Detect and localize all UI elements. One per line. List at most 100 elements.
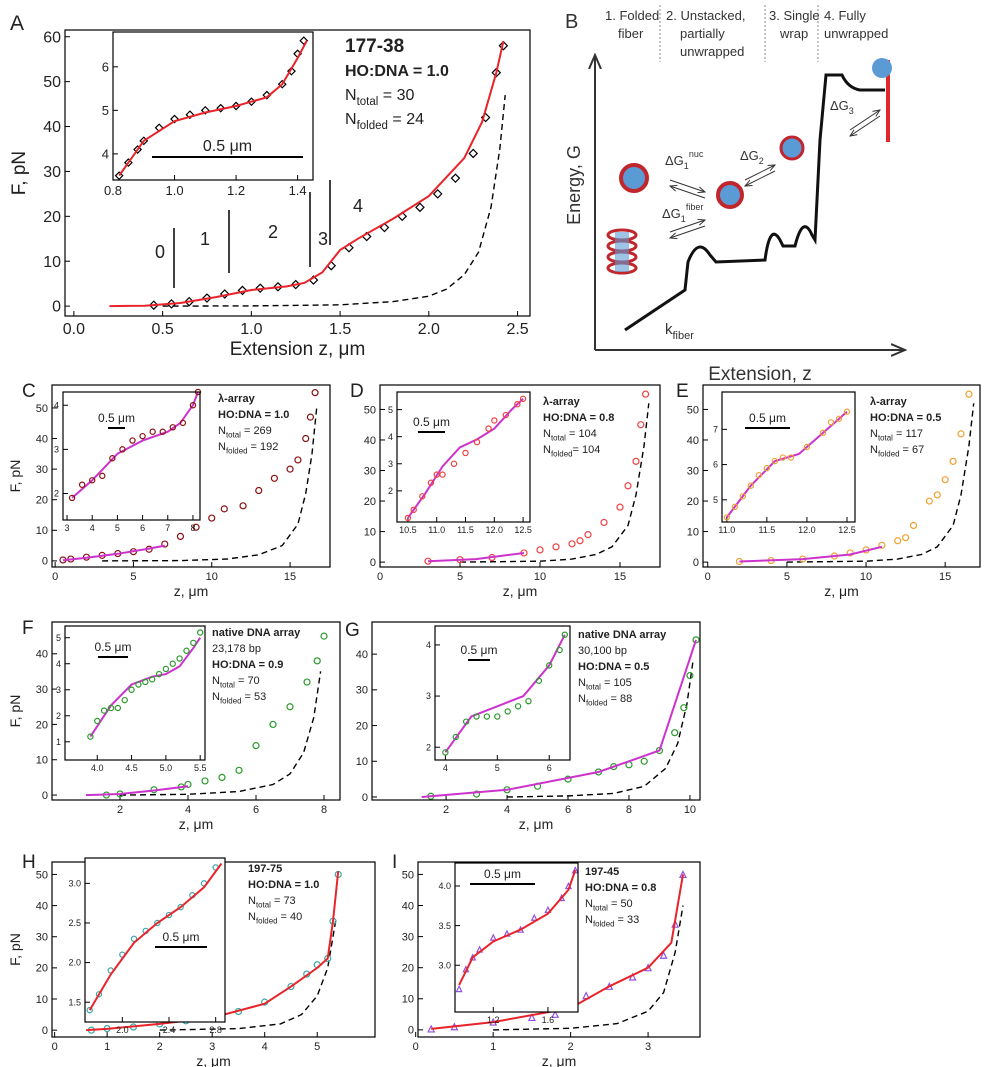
y-tick-label: 40 — [364, 435, 376, 447]
x-tick-label: 3 — [65, 523, 70, 533]
annotation: Ntotal = 117 — [870, 428, 923, 442]
marker — [189, 402, 197, 409]
y-tick-label: 0 — [362, 792, 368, 804]
marker — [941, 476, 949, 484]
marker — [313, 657, 321, 665]
x-tick-label: 4 — [443, 763, 448, 773]
marker — [94, 717, 101, 725]
marker — [957, 430, 965, 438]
marker — [827, 419, 835, 426]
y-tick-label: 0 — [42, 1025, 48, 1037]
energy-curve — [624, 73, 885, 332]
marker — [208, 514, 216, 522]
x-tick-label: 2.0 — [116, 1025, 129, 1035]
marker — [551, 1009, 560, 1018]
annotation-part: = 40 — [278, 911, 303, 923]
fit-curve — [444, 634, 566, 753]
marker — [427, 479, 435, 486]
y-tick-label: 20 — [687, 496, 699, 508]
marker — [154, 919, 161, 927]
x-tick-label: 1.4 — [289, 183, 307, 198]
region-label: 1 — [200, 229, 210, 249]
marker — [170, 114, 179, 124]
annotation-part: N — [345, 87, 357, 104]
annotation-part: 197-45 — [585, 866, 619, 878]
y-tick-label: 40 — [43, 119, 61, 136]
x-tick-label: 8 — [626, 804, 632, 816]
y-axis-label: F, pN — [7, 695, 23, 728]
y-axis-label: F, pN — [7, 460, 23, 493]
y-tick-label: 30 — [43, 164, 61, 181]
y-tick-label: 40 — [402, 900, 414, 912]
y-tick-label: 10 — [36, 755, 48, 767]
y-tick-label: 30 — [687, 465, 699, 477]
x-tick-label: 10 — [534, 571, 546, 583]
annotation-part: λ-array — [870, 396, 908, 408]
marker — [671, 729, 679, 737]
annotation-part: = 105 — [601, 677, 632, 689]
annotation-part: = 104 — [573, 444, 601, 456]
stage-label: 1. Folded — [605, 8, 659, 23]
annotation-part: HO:DNA = 1.0 — [345, 63, 449, 80]
stage-label: partially — [680, 26, 725, 41]
marker — [659, 950, 668, 959]
y-tick-label: 10 — [402, 994, 414, 1006]
annotation-part: total — [586, 682, 601, 691]
x-tick-label: 5.5 — [194, 763, 207, 773]
x-tick-label: 4 — [504, 804, 510, 816]
marker — [489, 933, 497, 941]
annotation-part: = 104 — [566, 428, 597, 440]
annotation: HO:DNA = 0.5 — [578, 661, 649, 673]
y-tick-label: 50 — [36, 403, 48, 415]
y-tick-label: 4 — [426, 640, 431, 650]
marker — [148, 676, 156, 683]
annotation-part: = 67 — [900, 444, 925, 456]
marker — [176, 532, 185, 541]
marker — [452, 733, 459, 741]
annotation: HO:DNA = 1.0 — [248, 879, 319, 891]
y-tick-label: 50 — [402, 869, 414, 881]
y-tick-label: 10 — [36, 525, 48, 537]
fit-curve — [427, 552, 525, 563]
y-tick-label: 60 — [43, 29, 61, 46]
x-tick-label: 2.0 — [418, 321, 440, 338]
marker — [179, 419, 187, 427]
fit-curve — [62, 544, 165, 562]
x-tick-label: 5.0 — [160, 763, 173, 773]
stage-label: fiber — [618, 26, 644, 41]
y-tick-label: 20 — [364, 496, 376, 508]
y-tick-label: 5 — [388, 405, 393, 415]
annotation-part: HO:DNA = 0.9 — [212, 659, 283, 671]
x-tick-label: 6 — [140, 523, 145, 533]
inset-background — [113, 32, 313, 180]
y-tick-label: 2 — [388, 486, 393, 496]
x-tick-label: 6 — [253, 804, 259, 816]
reference-curve — [159, 921, 337, 1031]
plot-frame — [454, 862, 579, 1013]
annotation: 177-38 — [345, 36, 404, 57]
marker — [949, 457, 957, 465]
y-tick-label: 4.0 — [438, 881, 451, 891]
energy-label: ΔG3 — [830, 98, 854, 116]
y-tick-label: 3.0 — [68, 879, 81, 889]
x-tick-label: 1.6 — [542, 1015, 555, 1025]
scale-bar-label: 0.5 μm — [749, 411, 786, 425]
marker — [546, 662, 553, 669]
y-axis-label: F, pN — [7, 933, 23, 966]
marker — [731, 503, 739, 511]
annotation: 197-75 — [248, 863, 282, 875]
x-axis-label: z, μm — [174, 583, 209, 599]
plot-frame — [396, 391, 531, 523]
marker — [216, 103, 226, 113]
reference-curve — [786, 403, 975, 563]
marker — [190, 639, 197, 647]
y-tick-label: 3.0 — [438, 960, 451, 970]
annotation-part: N — [578, 693, 586, 705]
fit-curve — [431, 874, 684, 1030]
marker — [473, 713, 480, 720]
marker — [303, 678, 311, 686]
y-tick-label: 2.0 — [68, 958, 81, 968]
marker — [107, 704, 115, 712]
marker — [311, 389, 319, 397]
x-tick-label: 0.5 — [151, 321, 173, 338]
